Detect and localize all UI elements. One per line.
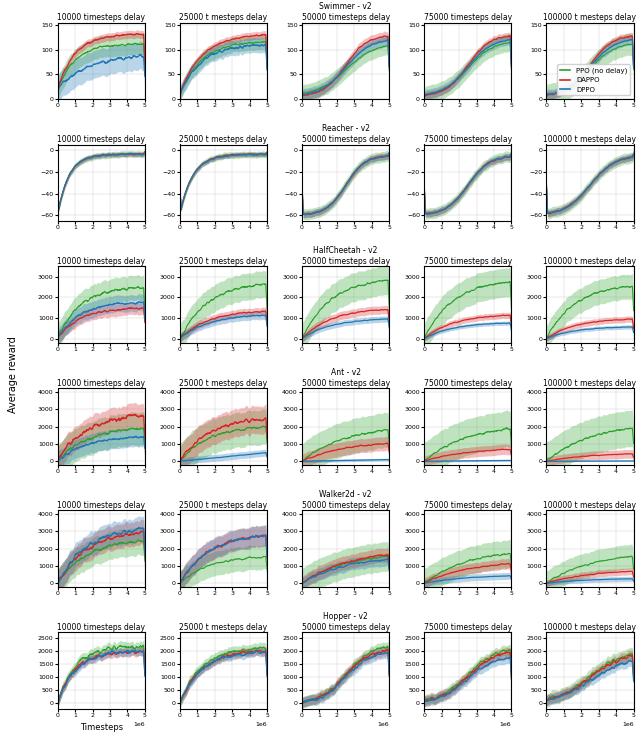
Title: 10000 timesteps delay: 10000 timesteps delay xyxy=(57,135,145,144)
Text: 1e6: 1e6 xyxy=(255,722,267,728)
Title: 75000 timesteps delay: 75000 timesteps delay xyxy=(424,135,512,144)
Title: 75000 timesteps delay: 75000 timesteps delay xyxy=(424,379,512,388)
Title: 10000 timesteps delay: 10000 timesteps delay xyxy=(57,622,145,632)
Title: 25000 t mesteps delay: 25000 t mesteps delay xyxy=(179,379,268,388)
Text: 1e6: 1e6 xyxy=(622,722,634,728)
Title: 25000 t mesteps delay: 25000 t mesteps delay xyxy=(179,135,268,144)
Text: 1e6: 1e6 xyxy=(378,722,389,728)
Title: 10000 timesteps delay: 10000 timesteps delay xyxy=(57,379,145,388)
Title: 10000 timesteps delay: 10000 timesteps delay xyxy=(57,13,145,22)
Legend: PPO (no delay), DAPPO, DPPO: PPO (no delay), DAPPO, DPPO xyxy=(557,64,630,95)
Title: Hopper - v2
50000 timesteps delay: Hopper - v2 50000 timesteps delay xyxy=(301,612,390,632)
Title: HalfCheetah - v2
50000 timesteps delay: HalfCheetah - v2 50000 timesteps delay xyxy=(301,246,390,266)
X-axis label: Timesteps: Timesteps xyxy=(79,724,123,733)
Title: 75000 timesteps delay: 75000 timesteps delay xyxy=(424,622,512,632)
Title: 10000 timesteps delay: 10000 timesteps delay xyxy=(57,501,145,510)
Title: 25000 t mesteps delay: 25000 t mesteps delay xyxy=(179,501,268,510)
Title: 10000 timesteps delay: 10000 timesteps delay xyxy=(57,256,145,265)
Text: 1e6: 1e6 xyxy=(500,722,511,728)
Text: 1e6: 1e6 xyxy=(133,722,145,728)
Title: 100000 t mesteps delay: 100000 t mesteps delay xyxy=(543,622,636,632)
Text: Average reward: Average reward xyxy=(8,337,18,413)
Title: Swimmer - v2
50000 timesteps delay: Swimmer - v2 50000 timesteps delay xyxy=(301,2,390,22)
Title: Walker2d - v2
50000 timesteps delay: Walker2d - v2 50000 timesteps delay xyxy=(301,490,390,510)
Title: 100000 t mesteps delay: 100000 t mesteps delay xyxy=(543,13,636,22)
Title: 100000 t mesteps delay: 100000 t mesteps delay xyxy=(543,379,636,388)
Title: 75000 timesteps delay: 75000 timesteps delay xyxy=(424,256,512,265)
Title: 75000 timesteps delay: 75000 timesteps delay xyxy=(424,13,512,22)
Title: Reacher - v2
50000 timesteps delay: Reacher - v2 50000 timesteps delay xyxy=(301,124,390,144)
Title: 100000 t mesteps delay: 100000 t mesteps delay xyxy=(543,501,636,510)
Title: 25000 t mesteps delay: 25000 t mesteps delay xyxy=(179,622,268,632)
Title: 25000 t mesteps delay: 25000 t mesteps delay xyxy=(179,13,268,22)
Title: 75000 timesteps delay: 75000 timesteps delay xyxy=(424,501,512,510)
Title: Ant - v2
50000 timesteps delay: Ant - v2 50000 timesteps delay xyxy=(301,368,390,388)
Title: 25000 t mesteps delay: 25000 t mesteps delay xyxy=(179,256,268,265)
Title: 100000 t mesteps delay: 100000 t mesteps delay xyxy=(543,135,636,144)
Title: 100000 t mesteps delay: 100000 t mesteps delay xyxy=(543,256,636,265)
